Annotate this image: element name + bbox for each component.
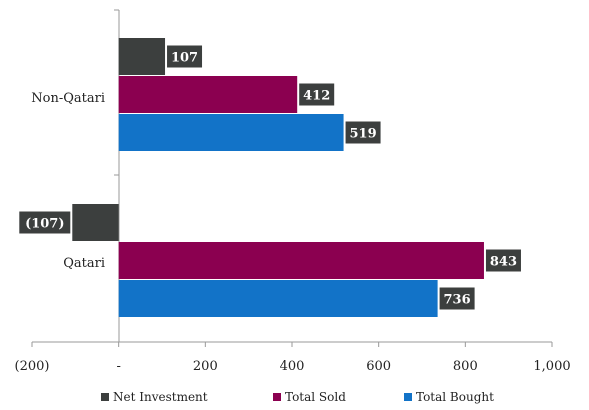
data-label: 519: [349, 127, 376, 142]
x-tick-label: 1,000: [533, 359, 570, 374]
legend-label: Total Sold: [285, 390, 346, 404]
legend: Net Investment Total Sold Total Bought: [101, 390, 494, 404]
bar: [118, 280, 438, 317]
legend-swatch: [101, 393, 109, 401]
bar: [118, 114, 344, 151]
data-label-box: [345, 121, 381, 144]
x-tick-label: -: [116, 359, 120, 374]
data-label-box: [299, 83, 335, 106]
legend-swatch: [273, 393, 281, 401]
bar: [72, 204, 119, 241]
data-label-box: [167, 45, 203, 68]
category-label: Qatari: [63, 256, 105, 271]
axes: (200) - 200 400 600 800 1,000 Non-Qatari Qatari: [15, 9, 571, 374]
data-label-box: [439, 287, 475, 310]
x-tick-label: 400: [280, 359, 305, 374]
legend-swatch: [404, 393, 412, 401]
data-label: 843: [490, 255, 517, 270]
data-label: 107: [171, 51, 198, 66]
bar: [118, 242, 484, 279]
data-label: 736: [444, 293, 471, 308]
data-label-box: [19, 211, 71, 234]
x-tick-label: 200: [193, 359, 218, 374]
data-labels: 107 412 519 (107) 843 736: [19, 45, 521, 310]
legend-label: Net Investment: [113, 390, 208, 404]
x-tick-label: 600: [366, 359, 391, 374]
data-label: 412: [303, 89, 330, 104]
legend-label: Total Bought: [416, 390, 494, 404]
x-tick-label: 800: [453, 359, 478, 374]
data-label-box: [485, 249, 521, 272]
bar: [118, 76, 298, 113]
category-label: Non-Qatari: [31, 91, 105, 106]
bar: [118, 38, 166, 75]
data-label: (107): [25, 217, 64, 232]
bars: [72, 38, 484, 317]
x-tick-label: (200): [15, 359, 50, 374]
